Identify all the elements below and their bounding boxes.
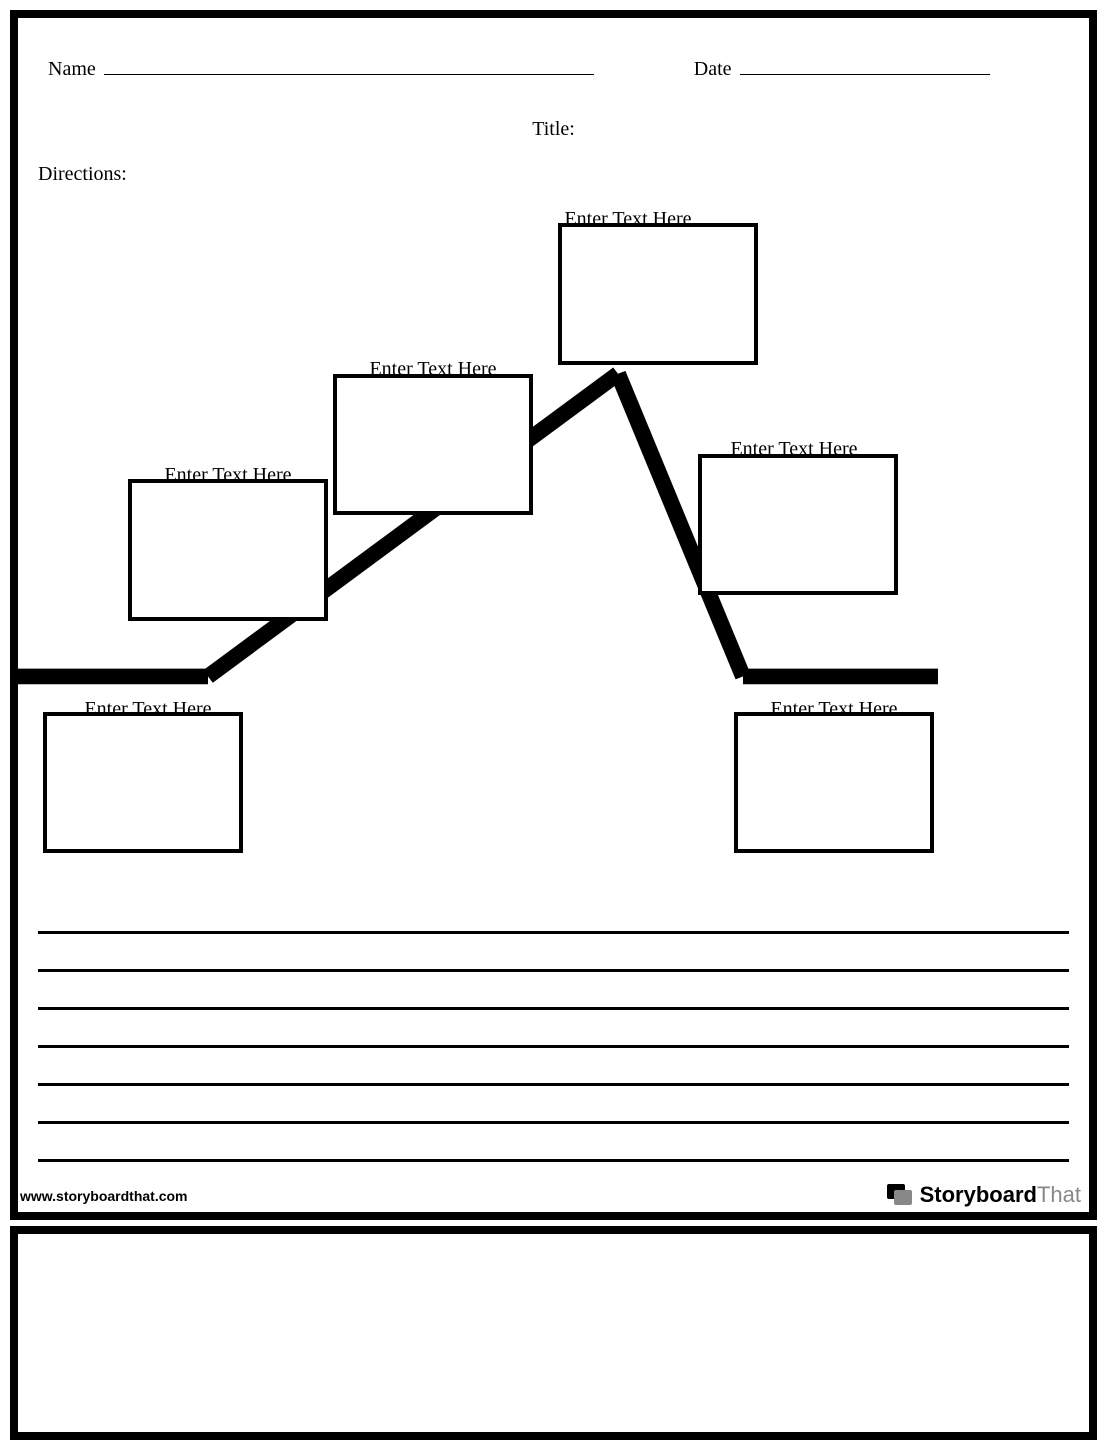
text-box-rising2[interactable] (333, 374, 533, 516)
writing-line[interactable] (38, 969, 1069, 972)
text-box-climax[interactable] (558, 223, 758, 365)
storyboard-logo-icon (886, 1183, 914, 1207)
writing-line[interactable] (38, 1083, 1069, 1086)
writing-line[interactable] (38, 931, 1069, 934)
date-field-group: Date (694, 58, 990, 81)
footer-logo-text: StoryboardThat (920, 1182, 1081, 1208)
text-box-falling[interactable] (698, 454, 898, 596)
footer-url: www.storyboardthat.com (20, 1188, 188, 1204)
title-label: Title: (18, 118, 1089, 141)
text-box-exposition[interactable] (43, 712, 243, 854)
date-label: Date (694, 58, 732, 81)
name-label: Name (48, 58, 96, 81)
logo-that: That (1037, 1182, 1081, 1207)
text-box-rising1[interactable] (128, 479, 328, 621)
name-input-line[interactable] (104, 74, 594, 75)
date-input-line[interactable] (740, 74, 990, 75)
plot-diagram: Enter Text HereEnter Text HereEnter Text… (18, 198, 1089, 862)
name-field-group: Name (48, 58, 594, 81)
logo-storyboard: Storyboard (920, 1182, 1037, 1207)
text-box-resolution[interactable] (734, 712, 934, 854)
footer-logo: StoryboardThat (886, 1182, 1081, 1208)
page-border-overflow (10, 1226, 1097, 1440)
writing-line[interactable] (38, 1121, 1069, 1124)
worksheet-page: Name Date Title: Directions: Enter Text … (18, 18, 1089, 1212)
writing-line[interactable] (38, 1159, 1069, 1162)
writing-lines-area (38, 931, 1069, 1162)
writing-line[interactable] (38, 1007, 1069, 1010)
writing-line[interactable] (38, 1045, 1069, 1048)
directions-label: Directions: (38, 163, 127, 186)
header-row: Name Date (48, 58, 1059, 81)
